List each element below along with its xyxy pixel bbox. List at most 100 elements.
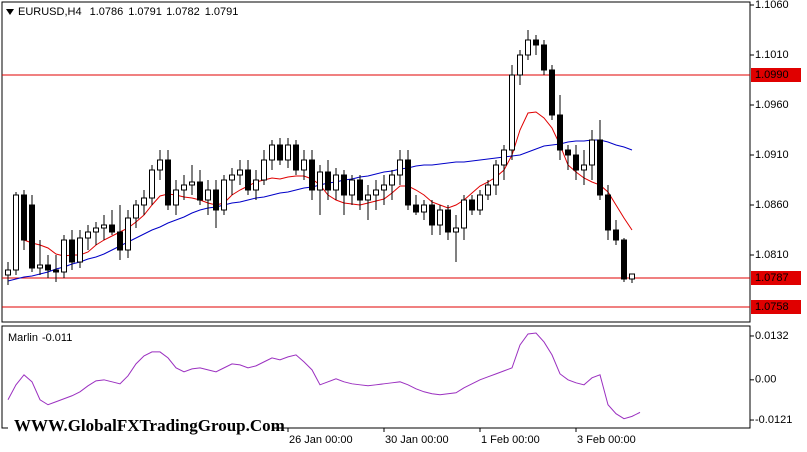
candle-body	[197, 181, 203, 201]
candle-body	[477, 194, 483, 211]
candle-body	[261, 159, 267, 181]
candle-body	[181, 184, 187, 191]
candle-body	[213, 189, 219, 211]
candle-body	[365, 194, 371, 201]
last-open: 1.0786	[90, 6, 124, 18]
candle-body	[61, 239, 67, 273]
candle-body	[253, 179, 259, 191]
candle-body	[597, 139, 603, 196]
candle-body	[485, 184, 491, 196]
candle-body	[629, 273, 635, 280]
candle-body	[445, 209, 451, 233]
candle-body	[397, 159, 403, 176]
watermark-box	[8, 410, 272, 442]
x-tick-label: 30 Jan 00:00	[385, 434, 449, 446]
candle-body	[85, 231, 91, 239]
candle-body	[469, 199, 475, 211]
candle-body	[325, 171, 331, 191]
level-tag	[751, 68, 801, 82]
candle-body	[453, 227, 459, 233]
candle-body	[117, 231, 123, 251]
candle-body	[237, 169, 243, 176]
last-high: 1.0791	[128, 6, 162, 18]
candle-body	[77, 237, 83, 263]
y-tick-label: 1.0810	[755, 249, 789, 261]
candle-body	[581, 164, 587, 171]
candle-body	[269, 144, 275, 161]
candle-body	[101, 224, 107, 229]
x-tick-label: 26 Jan 00:00	[289, 434, 353, 446]
candle-body	[621, 239, 627, 280]
y-tick-label: 1.0960	[755, 99, 789, 111]
candle-body	[69, 239, 75, 263]
level-tag	[751, 271, 801, 285]
x-tick-label: 3 Feb 00:00	[577, 434, 636, 446]
candle-body	[413, 204, 419, 213]
chart-title: EURUSD,H4 1.0786 1.0791 1.0782 1.0791	[18, 6, 238, 18]
level-label: 1.0990	[755, 69, 789, 81]
candle-body	[493, 164, 499, 186]
menu-triangle	[6, 9, 14, 15]
candle-body	[173, 189, 179, 206]
candle-body	[245, 169, 251, 191]
y-tick-label: 0.00	[755, 374, 776, 386]
candle-body	[357, 179, 363, 201]
candle-body	[221, 179, 227, 211]
candle-body	[45, 264, 51, 271]
indicator-last: -0.011	[42, 332, 72, 344]
candle-body	[533, 39, 539, 46]
candle-body	[349, 179, 355, 196]
candle-body	[13, 194, 19, 271]
candle-body	[125, 217, 131, 251]
candle-body	[605, 194, 611, 231]
last-close: 1.0791	[205, 6, 239, 18]
candle-body	[557, 114, 563, 151]
y-tick-label: -0.0121	[755, 414, 792, 426]
candle-body	[573, 154, 579, 171]
candle-body	[5, 269, 11, 276]
y-tick-label: 1.1010	[755, 49, 789, 61]
candle-body	[589, 139, 595, 166]
candle-body	[93, 227, 99, 233]
candle-body	[165, 159, 171, 206]
y-tick-label: 0.0132	[755, 330, 789, 342]
candle-body	[421, 204, 427, 213]
candle-body	[509, 74, 515, 151]
indicator-title: Marlin -0.011	[8, 332, 72, 344]
candle-body	[149, 169, 155, 199]
candle-body	[109, 224, 115, 233]
candle-body	[133, 204, 139, 219]
main-frame	[1, 1, 751, 323]
candle-body	[189, 181, 195, 186]
candle-body	[301, 159, 307, 171]
candle-body	[229, 174, 235, 181]
candle-body	[501, 149, 507, 166]
candle-body	[53, 269, 59, 273]
candle-body	[373, 189, 379, 196]
candle-body	[29, 204, 35, 269]
symbol: EURUSD,H4	[18, 6, 82, 18]
candle-body	[333, 174, 339, 191]
indicator-name: Marlin	[8, 332, 38, 344]
candle-body	[205, 189, 211, 201]
candle-body	[157, 159, 163, 171]
level-label: 1.0787	[755, 272, 789, 284]
candle-body	[429, 204, 435, 226]
indicator-line	[7, 332, 641, 420]
candle-body	[317, 171, 323, 191]
y-tick-label: 1.1060	[755, 0, 789, 11]
candle-body	[437, 209, 443, 226]
candle-body	[565, 149, 571, 156]
candle-body	[341, 174, 347, 196]
candle-body	[37, 264, 43, 269]
level-label: 1.0758	[755, 301, 789, 313]
candle-body	[549, 69, 555, 116]
candle-body	[525, 39, 531, 56]
candle-body	[141, 197, 147, 206]
candle-body	[381, 184, 387, 191]
candle-body	[293, 144, 299, 171]
candle-body	[285, 144, 291, 161]
